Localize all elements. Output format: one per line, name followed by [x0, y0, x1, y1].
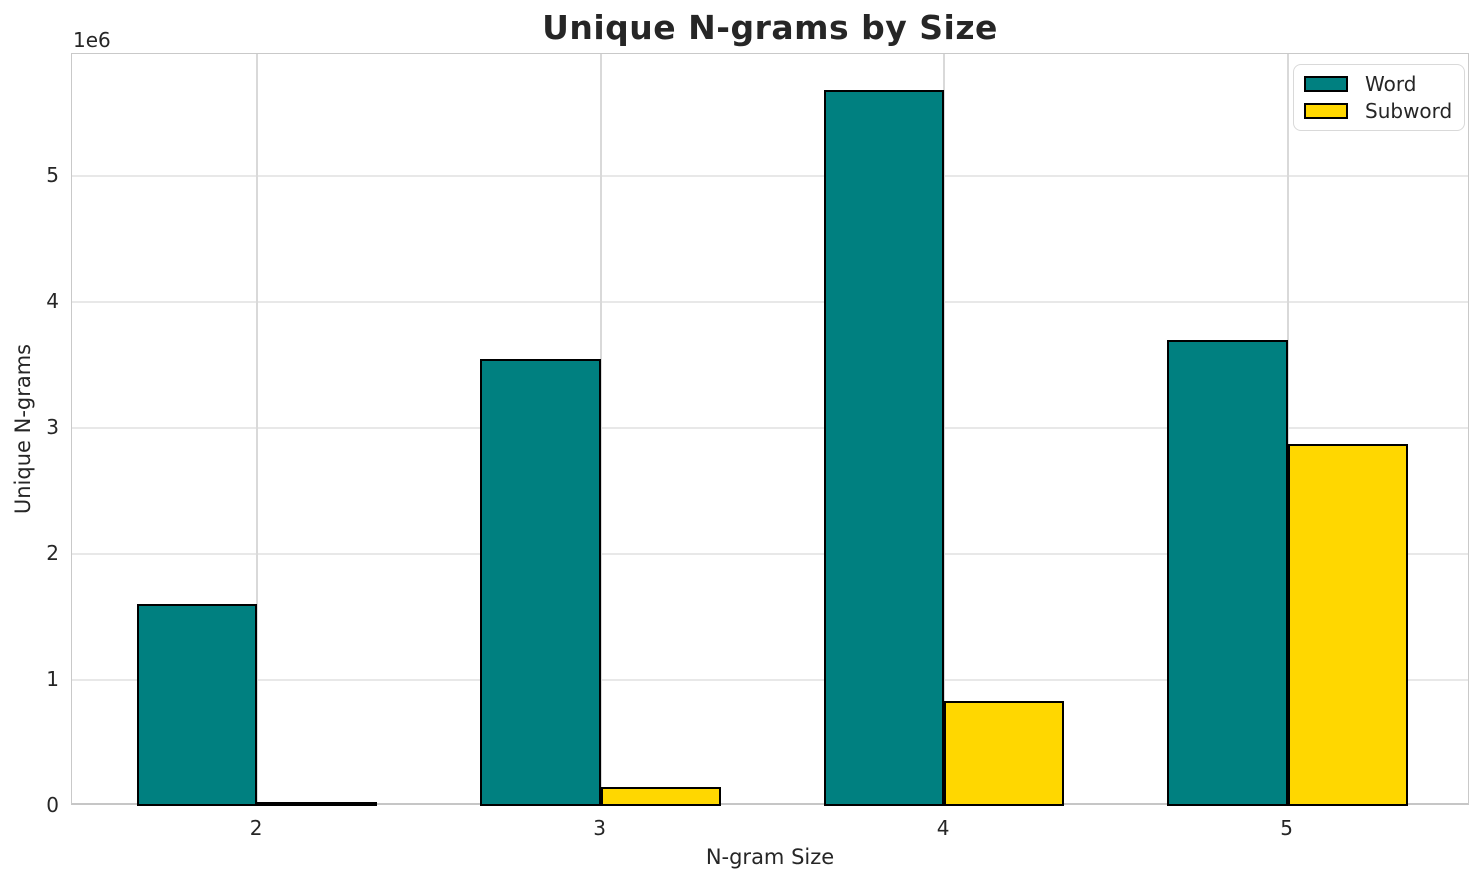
gridline-vertical [1286, 54, 1289, 803]
x-tick-label: 5 [1280, 816, 1293, 840]
bar-word-2 [136, 604, 258, 806]
bar-subword-4 [944, 701, 1065, 806]
gridline-horizontal [72, 553, 1468, 555]
bar-word-4 [823, 90, 945, 806]
bar-word-3 [480, 358, 601, 806]
gridline-horizontal [72, 679, 1468, 681]
legend: Word Subword [1293, 64, 1465, 131]
y-tick-label: 0 [46, 793, 59, 817]
y-tick-label: 5 [46, 162, 59, 187]
legend-label-word: Word [1365, 72, 1417, 96]
x-tick-label: 3 [593, 816, 606, 840]
bar-subword-5 [1287, 444, 1408, 806]
y-tick-label: 3 [46, 414, 59, 439]
legend-label-subword: Subword [1365, 99, 1453, 123]
y-tick-label: 1 [46, 666, 59, 691]
word-color-swatch-icon [1304, 76, 1348, 92]
plot-area [71, 53, 1469, 806]
legend-item-word: Word [1304, 74, 1452, 94]
chart-title: Unique N-grams by Size [542, 8, 998, 47]
y-axis-offset-label: 1e6 [73, 28, 111, 52]
bar-word-5 [1167, 339, 1288, 806]
subword-color-swatch-icon [1304, 103, 1348, 119]
y-tick-label: 4 [46, 288, 59, 313]
gridline-vertical [256, 54, 259, 803]
x-axis-label: N-gram Size [705, 845, 835, 869]
bar-subword-3 [600, 787, 721, 806]
x-tick-label: 4 [936, 816, 950, 840]
y-tick-label: 2 [46, 540, 59, 565]
gridline-horizontal [72, 301, 1468, 303]
gridline-horizontal [72, 175, 1468, 177]
bar-subword-2 [257, 802, 378, 806]
gridline-horizontal [72, 427, 1468, 429]
legend-item-subword: Subword [1304, 101, 1452, 121]
x-tick-label: 2 [249, 816, 263, 840]
